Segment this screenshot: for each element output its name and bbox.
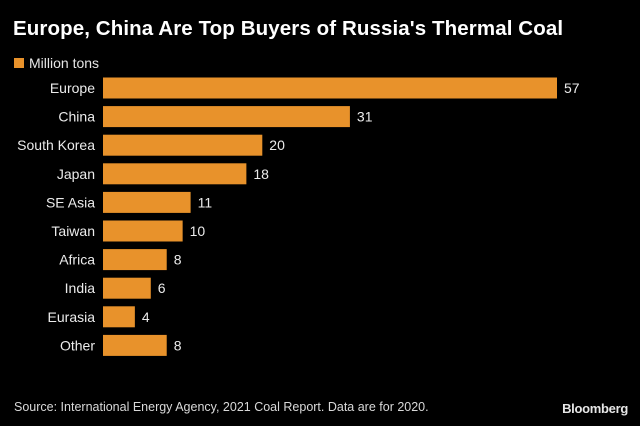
value-label-africa: 8 <box>174 252 182 268</box>
bar-africa <box>103 249 167 271</box>
value-label-south-korea: 20 <box>269 137 285 153</box>
source-note: Source: International Energy Agency, 202… <box>14 400 429 414</box>
category-label-south-korea: South Korea <box>17 137 95 153</box>
value-label-japan: 18 <box>253 166 269 182</box>
category-label-eurasia: Eurasia <box>48 309 96 325</box>
bloomberg-logo: Bloomberg <box>562 401 628 416</box>
category-label-se-asia: SE Asia <box>46 194 95 210</box>
value-label-europe: 57 <box>564 80 580 96</box>
bar-europe <box>103 77 557 99</box>
category-label-japan: Japan <box>57 166 95 182</box>
bar-taiwan <box>103 220 183 242</box>
bar-se-asia <box>103 191 191 213</box>
category-label-other: Other <box>60 337 95 353</box>
legend: Million tons <box>14 55 99 71</box>
category-label-taiwan: Taiwan <box>51 223 95 239</box>
value-label-india: 6 <box>158 280 166 296</box>
chart-title: Europe, China Are Top Buyers of Russia's… <box>13 17 564 40</box>
bar-other <box>103 334 167 356</box>
value-label-other: 8 <box>174 337 182 353</box>
bar-chart: Europe 57 China 31 South Korea 20 Japan 18 SE As… <box>17 77 580 356</box>
value-label-eurasia: 4 <box>142 309 150 325</box>
category-label-china: China <box>58 109 95 125</box>
value-label-taiwan: 10 <box>190 223 206 239</box>
category-label-africa: Africa <box>59 252 95 268</box>
value-label-china: 31 <box>357 109 373 125</box>
legend-label: Million tons <box>29 55 100 71</box>
bar-south-korea <box>103 134 263 156</box>
bar-eurasia <box>103 306 135 328</box>
category-label-europe: Europe <box>50 80 95 96</box>
category-label-india: India <box>65 280 96 296</box>
bar-india <box>103 277 151 299</box>
value-label-se-asia: 11 <box>198 194 213 210</box>
legend-swatch <box>14 58 24 68</box>
bar-japan <box>103 163 247 185</box>
bar-china <box>103 106 350 128</box>
